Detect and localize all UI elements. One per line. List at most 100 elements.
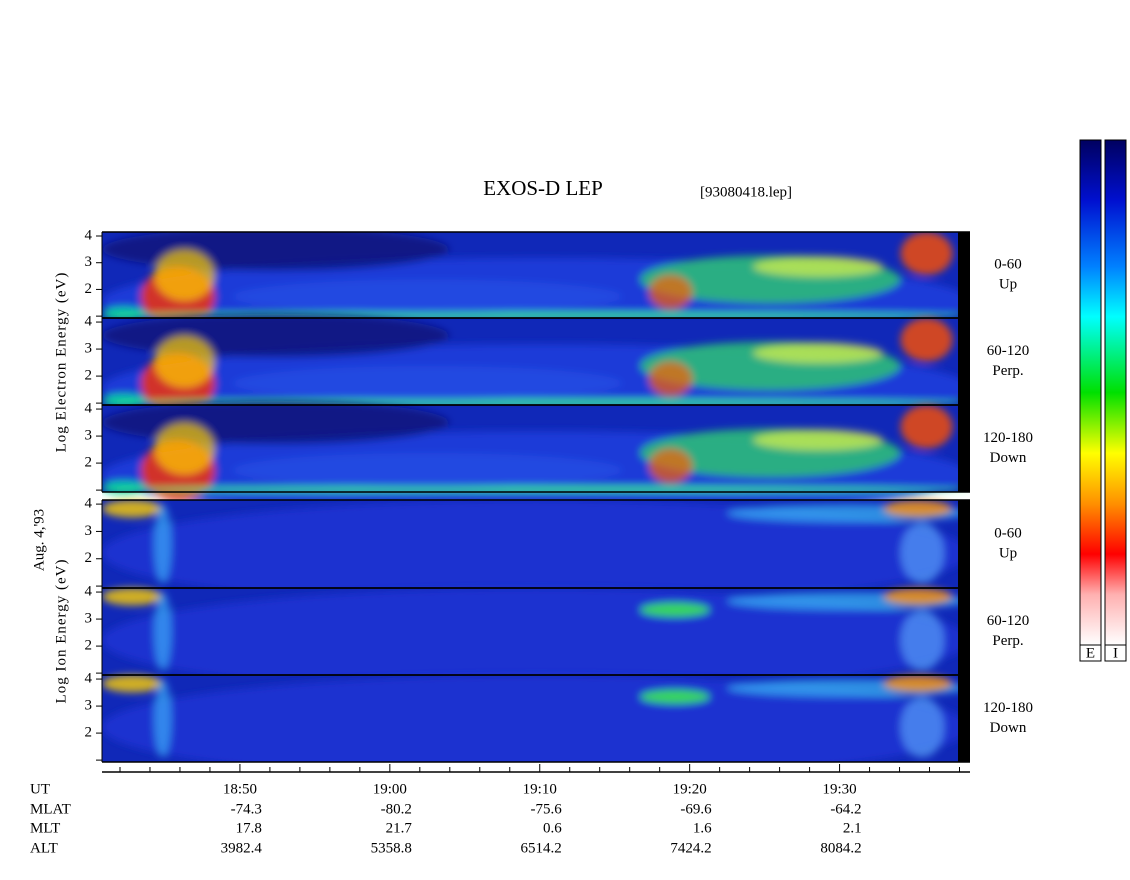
spectrogram-feature <box>232 365 623 401</box>
spectrogram-feature <box>648 275 693 310</box>
y-tick-label: 2 <box>85 550 93 566</box>
spectrogram-features <box>102 588 970 693</box>
orbit-value: 0.6 <box>543 820 562 836</box>
colorbar-e <box>1079 139 1102 646</box>
panel-label: 120-180 <box>983 430 1033 446</box>
spectrogram-feature <box>102 393 146 408</box>
panel-label: 60-120 <box>987 343 1030 359</box>
y-tick-label: 4 <box>85 400 93 416</box>
spectrogram-feature <box>102 588 970 693</box>
spectrogram-feature <box>102 400 450 445</box>
panel-label: Down <box>990 450 1027 466</box>
spectrogram-feature <box>102 500 163 518</box>
y-tick-label: 3 <box>85 698 93 714</box>
spectrogram-feature <box>640 602 710 617</box>
data-gap-stripe <box>958 405 970 492</box>
chart-title: EXOS-D LEP <box>483 176 603 200</box>
data-gap-stripe <box>958 318 970 405</box>
y-tick-label: 4 <box>85 583 93 599</box>
y-tick-label: 3 <box>85 428 93 444</box>
colorbar-label-box <box>1079 644 1102 662</box>
spectrogram-feature <box>102 675 163 693</box>
spectrogram-feature <box>102 485 970 493</box>
y-tick-label: 3 <box>85 523 93 539</box>
spectrogram-feature <box>900 609 944 671</box>
panel-label: Perp. <box>992 363 1023 379</box>
y-tick-label: 4 <box>85 227 93 243</box>
orbit-value: -80.2 <box>381 801 412 817</box>
spectrogram-feature <box>900 318 953 362</box>
y-tick-label: 2 <box>85 281 93 297</box>
orbit-value: 3982.4 <box>221 840 263 856</box>
colorbar-label-box <box>1104 644 1127 662</box>
colorbar-i <box>1104 139 1127 646</box>
file-name: [93080418.lep] <box>700 184 792 200</box>
spectrogram-feature <box>900 696 944 758</box>
spectrogram-feature <box>154 335 215 388</box>
orbit-value: -74.3 <box>231 801 262 817</box>
y-tick-label: 4 <box>85 670 93 686</box>
panel-label: 0-60 <box>994 525 1022 541</box>
orbit-value: 5358.8 <box>371 840 412 856</box>
spectrogram-feature <box>102 480 146 495</box>
spectrogram-feature <box>154 504 172 584</box>
panel-label: Up <box>999 276 1017 292</box>
orbit-value: 7424.2 <box>670 840 711 856</box>
spectrogram-feature <box>883 675 953 693</box>
spectrogram-features <box>102 400 970 519</box>
orbit-value: 21.7 <box>386 820 413 836</box>
orbit-value: -64.2 <box>830 801 861 817</box>
spectrogram-feature <box>102 675 970 762</box>
orbit-row-name: MLAT <box>30 801 71 817</box>
x-tick-label: 19:30 <box>822 781 856 797</box>
y-tick-label: 3 <box>85 254 93 270</box>
date-label: Aug. 4,'93 <box>31 509 47 571</box>
colorbar-label: I <box>1113 645 1118 661</box>
plot-area <box>102 232 970 762</box>
spectrogram-features <box>102 500 970 606</box>
colorbars <box>1079 139 1127 662</box>
orbit-value: 2.1 <box>843 820 862 836</box>
spectrogram-feature <box>883 500 953 518</box>
spectrogram-feature <box>154 679 172 758</box>
spectrogram-feature <box>102 313 450 358</box>
orbit-value: 1.6 <box>693 820 712 836</box>
spectrogram-feature <box>900 522 944 584</box>
spectrogram-feature <box>648 448 693 484</box>
spectrogram-feature <box>883 588 953 606</box>
spectrogram-feature <box>232 279 623 314</box>
orbit-value: 8084.2 <box>820 840 861 856</box>
y-axis-title: Log Electron Energy (eV) <box>53 272 69 453</box>
panel-label: Perp. <box>992 633 1023 649</box>
panel-label: Up <box>999 545 1017 561</box>
spectrogram-feature <box>102 306 146 321</box>
colorbar-label: E <box>1086 645 1095 661</box>
spectrogram-feature <box>640 689 710 704</box>
panel-label: Down <box>990 720 1027 736</box>
spectrogram-feature <box>753 256 884 277</box>
y-tick-label: 2 <box>85 368 93 384</box>
y-tick-label: 4 <box>85 496 93 512</box>
y-tick-label: 3 <box>85 341 93 357</box>
spectrogram-feature <box>753 342 884 364</box>
y-tick-label: 2 <box>85 725 93 741</box>
spectrogram-feature <box>900 232 953 275</box>
panel-label: 60-120 <box>987 613 1030 629</box>
spectrogram-feature <box>154 249 215 301</box>
y-tick-label: 4 <box>85 313 93 329</box>
spectrogram-feature <box>648 361 693 397</box>
spectrogram-feature <box>102 588 163 606</box>
orbit-value: 17.8 <box>236 820 262 836</box>
x-tick-label: 19:20 <box>673 781 707 797</box>
data-gap-stripe <box>958 232 970 318</box>
x-tick-label: 18:50 <box>223 781 257 797</box>
spectrogram-feature <box>232 452 623 488</box>
y-tick-label: 2 <box>85 455 93 471</box>
data-gap-stripe <box>958 500 970 588</box>
data-gap-stripe <box>958 675 970 762</box>
x-tick-label: 19:10 <box>523 781 557 797</box>
orbit-value: -75.6 <box>530 801 562 817</box>
orbit-row-name: ALT <box>30 840 58 856</box>
panel-label: 120-180 <box>983 700 1033 716</box>
